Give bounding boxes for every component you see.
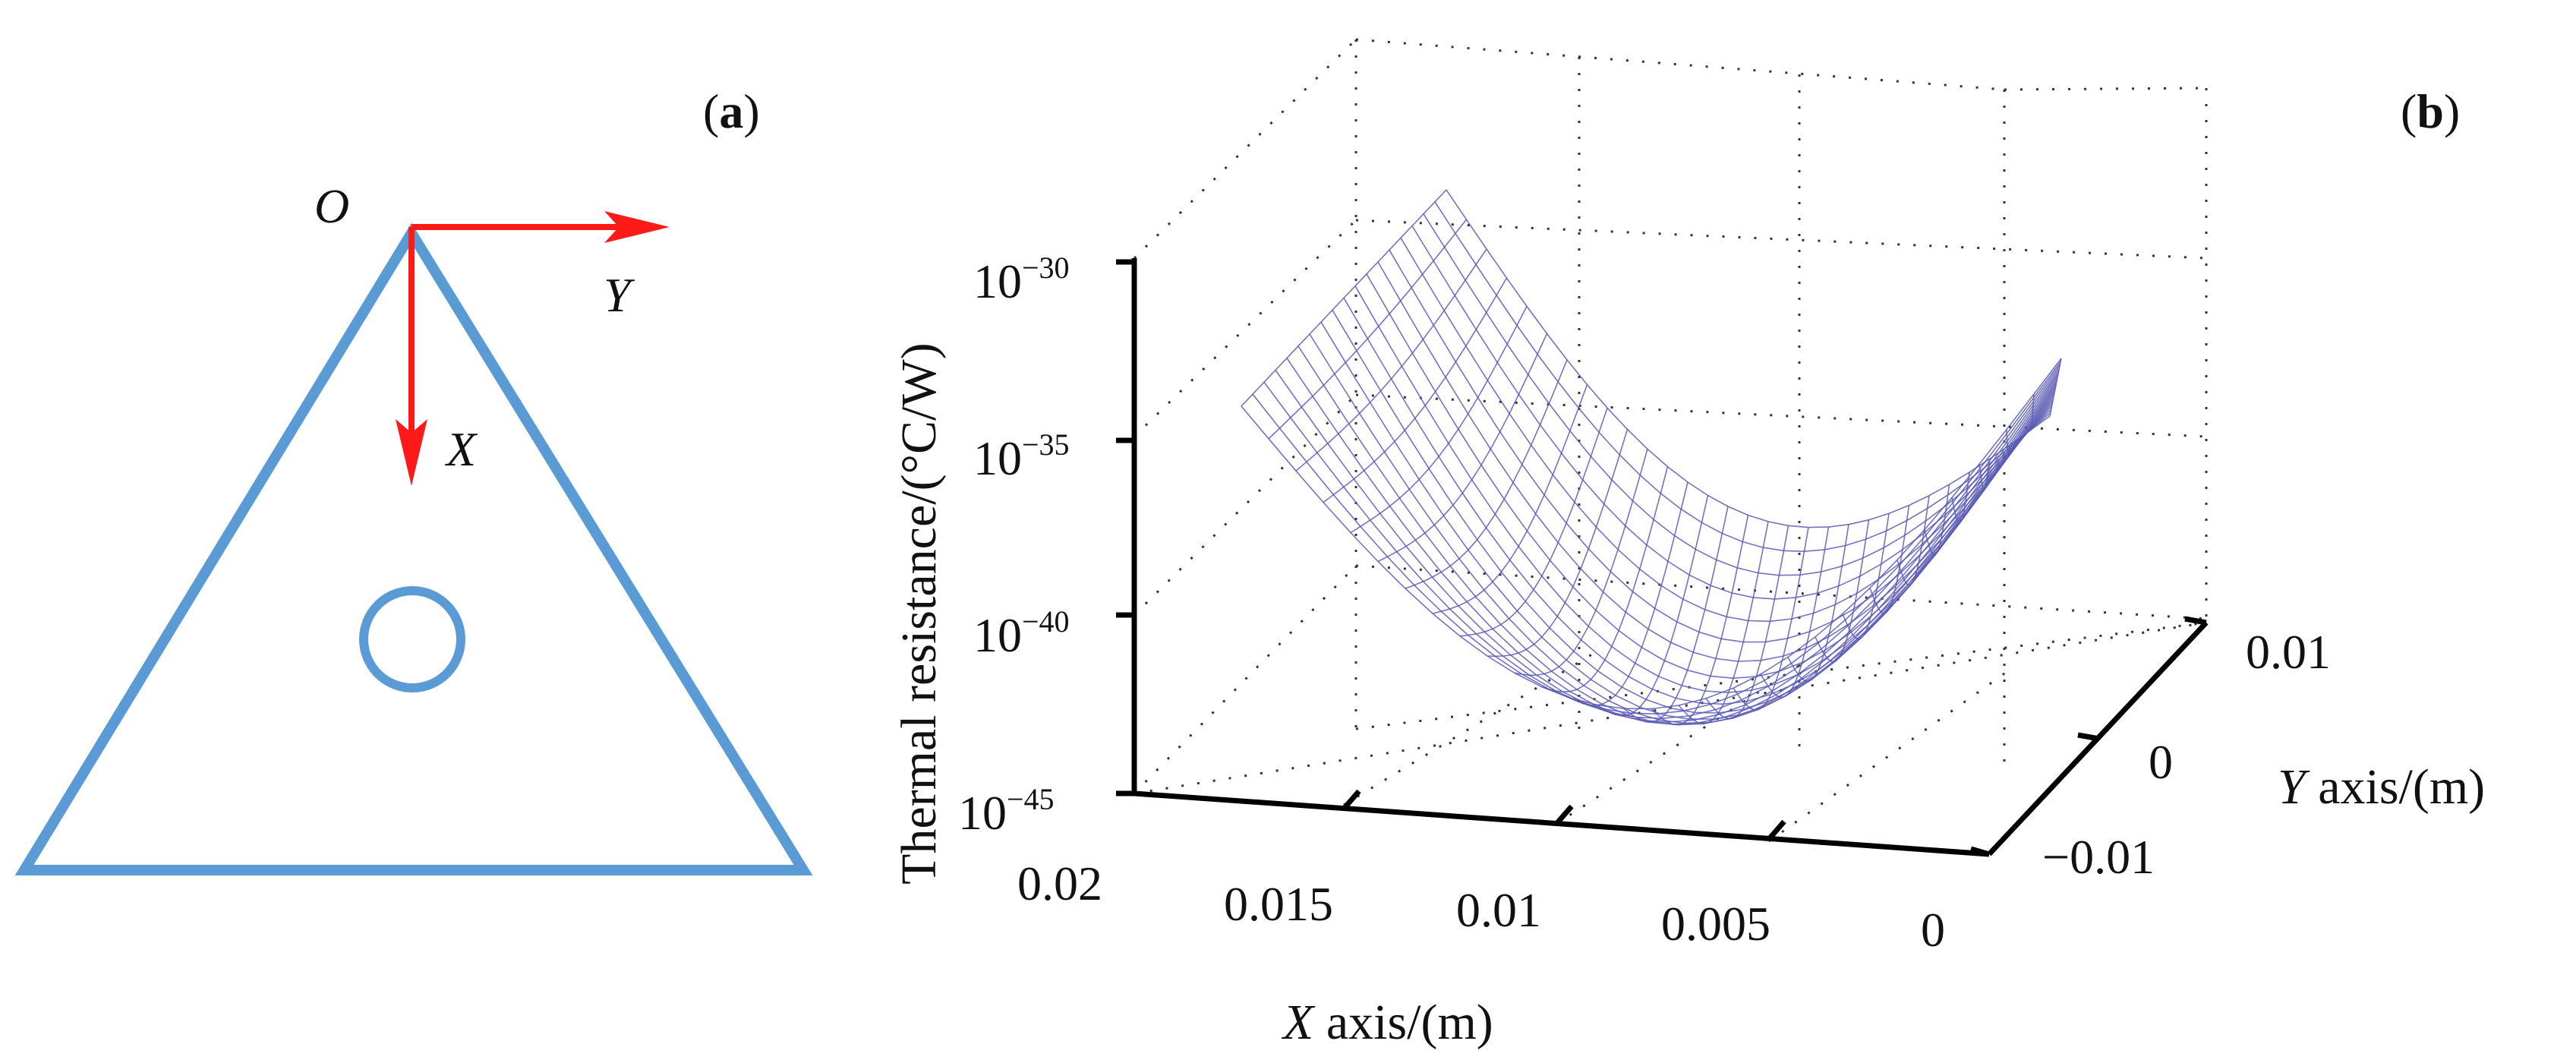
- surface-mesh-line: [1323, 277, 1508, 503]
- x-axis-label: X: [444, 422, 478, 476]
- surface-mesh-line: [1787, 524, 1849, 683]
- y-tick-label: −0.01: [2042, 830, 2155, 884]
- surface-mesh-line: [1897, 495, 1930, 586]
- y-tick-label: 0: [2149, 735, 2173, 789]
- surface-mesh-line: [1979, 459, 1991, 490]
- panel-b-label: (b): [2401, 84, 2460, 138]
- z-tick-label: 10−40: [973, 604, 1070, 662]
- surface-mesh-line: [1405, 359, 1568, 589]
- surface-mesh-line: [1951, 472, 1970, 524]
- surface-mesh-line: [2049, 358, 2062, 417]
- panel-a: O Y X (a): [14, 84, 813, 875]
- plot-axes: [1131, 258, 2209, 857]
- surface-mesh-line: [1377, 333, 1548, 563]
- x-tick-label: 0.02: [1017, 856, 1102, 910]
- surface-mesh-line: [1514, 449, 1648, 677]
- surface-mesh-line: [1569, 481, 1688, 706]
- y-axis-label: Y: [604, 268, 635, 322]
- x-tick-label: 0.01: [1456, 883, 1541, 937]
- x-tick-label: 0.005: [1661, 897, 1770, 951]
- x-axis-title: X axis/(m): [1281, 995, 1493, 1050]
- surface-mesh-line: [1678, 521, 1769, 725]
- z-tick-label: 10−30: [973, 251, 1070, 308]
- x-direction-arrow-head-icon: [396, 419, 427, 486]
- panel-a-label: (a): [703, 84, 760, 138]
- surface-mesh-line: [1623, 506, 1729, 723]
- y-axis-title: Y axis/(m): [2278, 759, 2485, 815]
- surface-mesh-line: [1842, 513, 1890, 640]
- thermal-resistance-surface: [1241, 189, 2062, 726]
- surface-mesh-line: [1815, 519, 1870, 663]
- surface-mesh-line: [1733, 527, 1809, 711]
- x-axis-line: [1134, 790, 1990, 857]
- surface-mesh-line: [1432, 384, 1588, 614]
- triangle-cross-section: [14, 222, 813, 875]
- tick-marks: [1116, 259, 2207, 857]
- surface-mesh-line: [1446, 189, 2051, 528]
- z-tick-label: 10−45: [958, 782, 1055, 840]
- surface-mesh-line: [2029, 393, 2035, 431]
- surface-mesh-line: [1596, 495, 1709, 717]
- surface-mesh-line: [1350, 306, 1528, 534]
- surface-mesh-line: [1295, 248, 1487, 472]
- surface-mesh-line: [1487, 429, 1629, 658]
- y-direction-arrow-head-icon: [604, 211, 670, 243]
- surface-mesh-line: [1924, 484, 1950, 556]
- surface-mesh-line: [1869, 505, 1910, 614]
- surface-mesh-line: [1241, 189, 1447, 407]
- panel-b: 10−30 10−35 10−40 10−45 0.02 0.015 0.01 …: [891, 38, 2485, 1050]
- z-axis-title: Thermal resistance/(°C/W): [891, 342, 947, 885]
- z-tick-label: 10−35: [973, 427, 1070, 485]
- heat-source-circle: [359, 586, 465, 692]
- surface-mesh-line: [1651, 515, 1749, 726]
- surface-mesh-line: [2006, 429, 2010, 458]
- surface-mesh-line: [1459, 407, 1608, 637]
- x-tick-label: 0: [1921, 903, 1945, 957]
- surface-mesh-line: [1760, 526, 1830, 699]
- y-tick-label: 0.01: [2246, 625, 2331, 679]
- origin-label: O: [314, 179, 349, 233]
- surface-mesh-line: [1541, 466, 1669, 693]
- surface-mesh-line: [1268, 219, 1468, 440]
- x-tick-label: 0.015: [1224, 877, 1333, 931]
- surface-mesh-line: [1705, 525, 1789, 720]
